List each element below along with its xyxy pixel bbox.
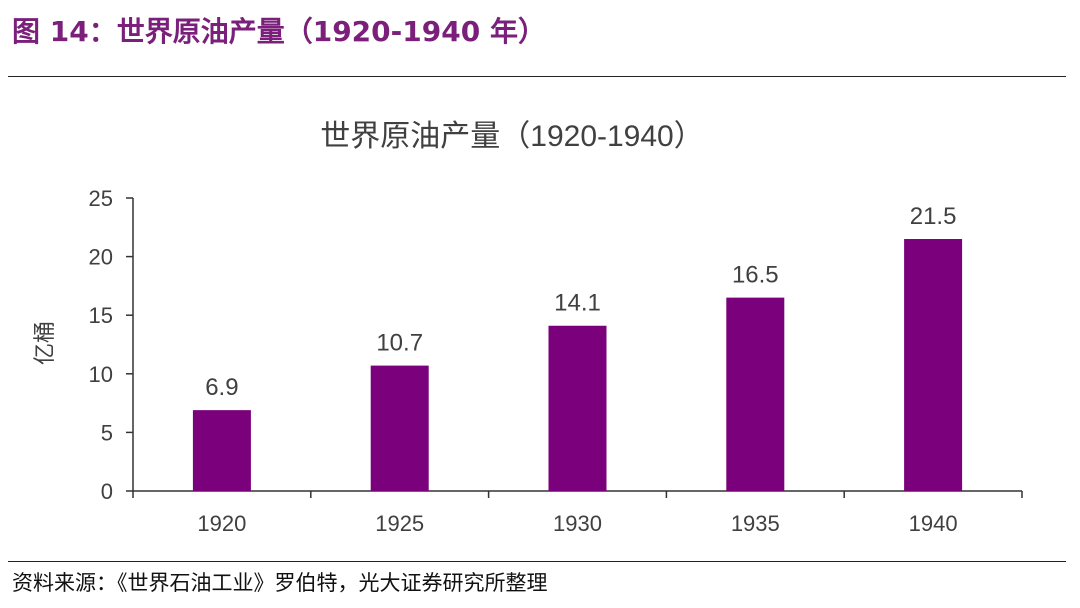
y-tick-label: 10	[89, 362, 113, 387]
data-label: 14.1	[554, 290, 601, 317]
y-axis-label: 亿桶	[32, 321, 57, 365]
x-tick-label: 1925	[375, 511, 424, 536]
bars	[192, 239, 963, 491]
x-tick-label: 1940	[909, 511, 958, 536]
x-tick-label: 1935	[731, 511, 780, 536]
bottom-divider	[8, 561, 1066, 562]
top-divider	[8, 76, 1066, 77]
y-tick-label: 15	[89, 303, 113, 328]
y-tick-label: 0	[101, 479, 113, 504]
data-label: 21.5	[910, 203, 957, 230]
bar-1940	[904, 239, 963, 491]
data-labels: 6.9 10.7 14.1 16.5 21.5	[205, 203, 956, 401]
bar-1930	[548, 325, 607, 491]
bar-1920	[192, 410, 251, 491]
data-label: 6.9	[205, 374, 238, 401]
chart-title: 世界原油产量（1920-1940）	[320, 120, 703, 153]
axes: 0 5 10 15 20 25 1920 1925 1930 1935 1940	[89, 186, 1023, 536]
figure-caption: 图 14：世界原油产量（1920-1940 年）	[12, 15, 546, 48]
data-label: 10.7	[376, 330, 423, 357]
bar-1935	[726, 297, 785, 491]
x-tick-label: 1920	[197, 511, 246, 536]
y-tick-label: 25	[89, 186, 113, 211]
bar-1925	[370, 365, 429, 491]
data-label: 16.5	[732, 262, 779, 289]
y-tick-label: 20	[89, 245, 113, 270]
x-tick-label: 1930	[553, 511, 602, 536]
source-note: 资料来源：《世界石油工业》罗伯特，光大证券研究所整理	[12, 571, 548, 595]
y-tick-label: 5	[101, 420, 113, 445]
